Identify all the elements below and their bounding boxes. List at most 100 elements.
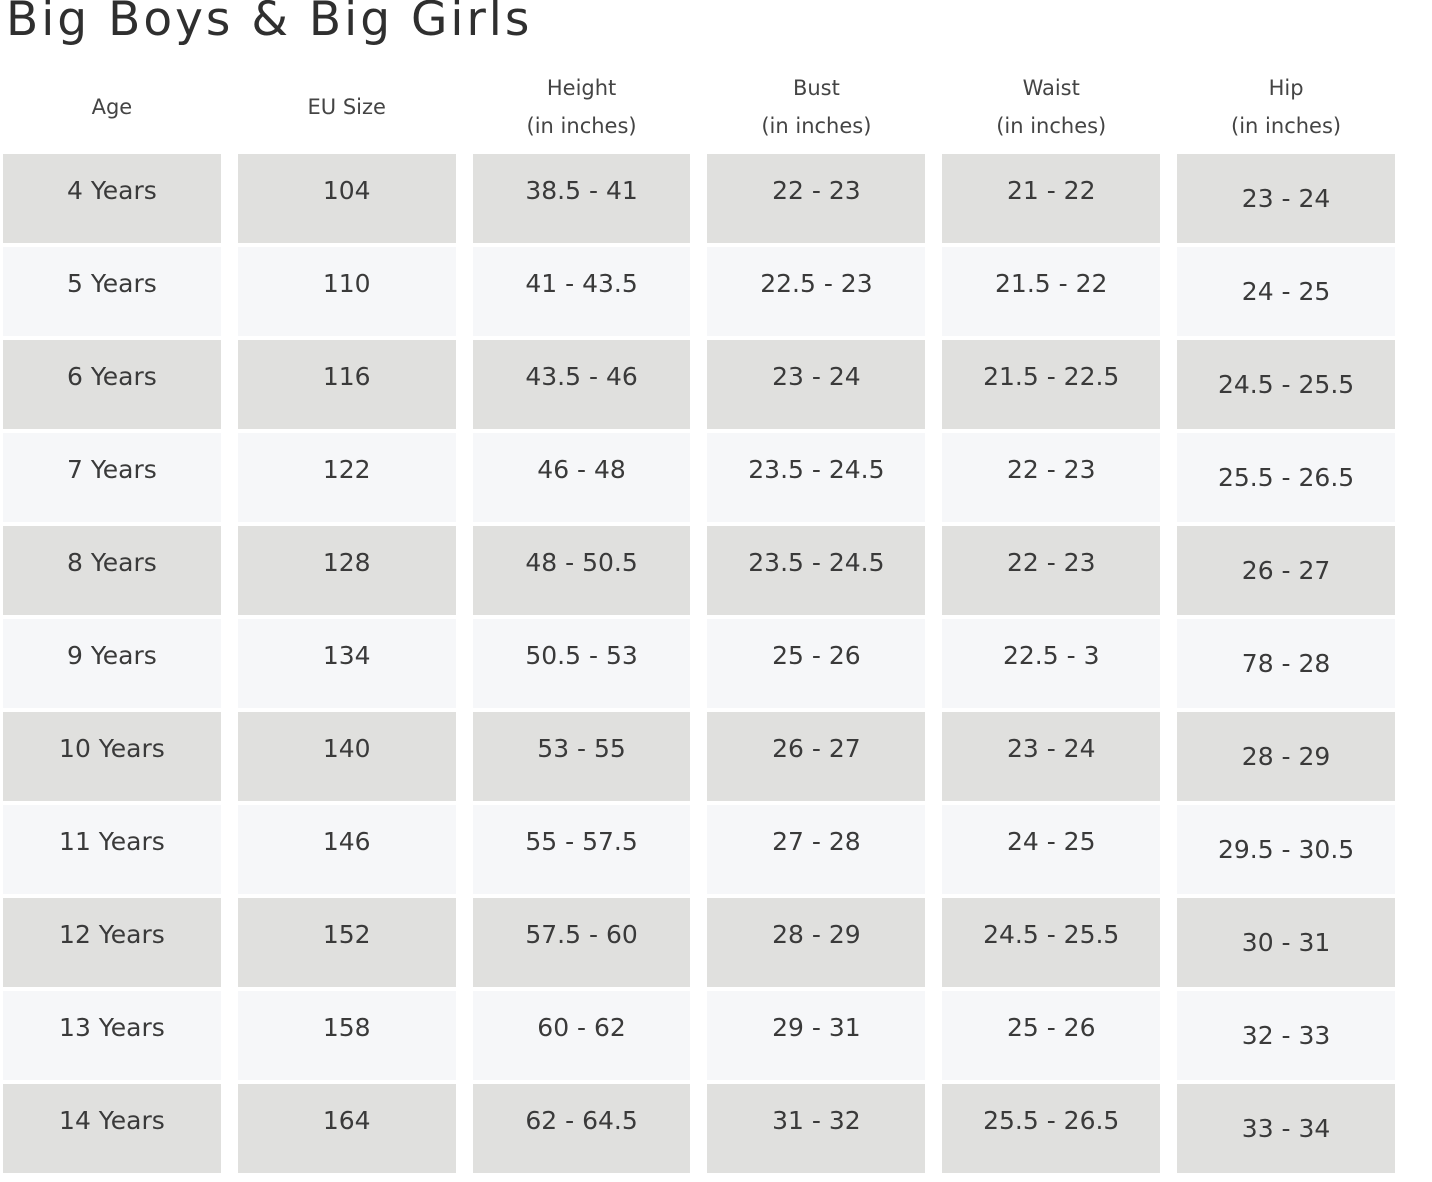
hip-value: 32 - 33 bbox=[1241, 1021, 1331, 1050]
height-value: 55 - 57.5 bbox=[525, 827, 638, 856]
height-cell: 43.5 - 46 bbox=[472, 340, 691, 429]
hip-cell: 23 - 24 bbox=[1177, 154, 1395, 243]
waist-cell: 21.5 - 22.5 bbox=[942, 340, 1161, 429]
waist-value: 22 - 23 bbox=[1006, 548, 1096, 577]
height-cell: 41 - 43.5 bbox=[472, 247, 691, 336]
bust-value: 31 - 32 bbox=[772, 1106, 861, 1135]
age-cell: 14 Years bbox=[3, 1084, 221, 1173]
hip-cell: 28 - 29 bbox=[1177, 712, 1395, 801]
waist-value: 23 - 24 bbox=[1006, 734, 1096, 763]
waist-value: 25.5 - 26.5 bbox=[983, 1106, 1120, 1135]
table-row: 10 Years 140 53 - 55 26 - 27 23 - 24 28 … bbox=[3, 712, 1395, 801]
header-height-label: Height bbox=[546, 76, 617, 100]
bust-value: 28 - 29 bbox=[772, 920, 861, 949]
age-value: 8 Years bbox=[67, 548, 157, 577]
height-cell: 50.5 - 53 bbox=[472, 619, 691, 708]
hip-cell: 24.5 - 25.5 bbox=[1177, 340, 1395, 429]
eu-size-value: 164 bbox=[322, 1106, 371, 1135]
age-value: 14 Years bbox=[59, 1106, 165, 1135]
eu-size-value: 116 bbox=[322, 362, 371, 391]
bust-cell: 29 - 31 bbox=[707, 991, 926, 1080]
eu-size-value: 152 bbox=[322, 920, 371, 949]
height-value: 46 - 48 bbox=[537, 455, 626, 484]
height-cell: 46 - 48 bbox=[472, 433, 691, 522]
waist-cell: 22.5 - 3 bbox=[942, 619, 1161, 708]
hip-cell: 24 - 25 bbox=[1177, 247, 1395, 336]
bust-value: 23.5 - 24.5 bbox=[748, 455, 885, 484]
height-value: 57.5 - 60 bbox=[525, 920, 638, 949]
waist-value: 24.5 - 25.5 bbox=[983, 920, 1120, 949]
height-cell: 38.5 - 41 bbox=[472, 154, 691, 243]
hip-value: 28 - 29 bbox=[1241, 742, 1331, 771]
hip-cell: 25.5 - 26.5 bbox=[1177, 433, 1395, 522]
age-cell: 5 Years bbox=[3, 247, 221, 336]
hip-value: 24 - 25 bbox=[1241, 277, 1331, 306]
height-cell: 57.5 - 60 bbox=[472, 898, 691, 987]
waist-cell: 21.5 - 22 bbox=[942, 247, 1161, 336]
bust-cell: 23.5 - 24.5 bbox=[707, 433, 926, 522]
bust-value: 23 - 24 bbox=[772, 362, 861, 391]
header-hip-label: Hip bbox=[1268, 76, 1304, 100]
hip-value: 26 - 27 bbox=[1241, 556, 1331, 585]
hip-value: 33 - 34 bbox=[1241, 1114, 1331, 1143]
eu-size-cell: 158 bbox=[237, 991, 456, 1080]
age-value: 9 Years bbox=[67, 641, 157, 670]
waist-value: 21.5 - 22.5 bbox=[983, 362, 1120, 391]
eu-size-cell: 128 bbox=[237, 526, 456, 615]
bust-cell: 23 - 24 bbox=[707, 340, 926, 429]
header-bust-unit: (in inches) bbox=[761, 114, 872, 138]
eu-size-cell: 140 bbox=[237, 712, 456, 801]
age-cell: 6 Years bbox=[3, 340, 221, 429]
eu-size-cell: 134 bbox=[237, 619, 456, 708]
height-value: 43.5 - 46 bbox=[525, 362, 638, 391]
size-chart-table: Age EU Size Height (in inches) Bust (in … bbox=[0, 60, 1412, 1177]
waist-cell: 24 - 25 bbox=[942, 805, 1161, 894]
bust-cell: 25 - 26 bbox=[707, 619, 926, 708]
table-header-row: Age EU Size Height (in inches) Bust (in … bbox=[3, 64, 1395, 150]
eu-size-cell: 110 bbox=[237, 247, 456, 336]
bust-cell: 23.5 - 24.5 bbox=[707, 526, 926, 615]
age-value: 5 Years bbox=[67, 269, 157, 298]
hip-cell: 32 - 33 bbox=[1177, 991, 1395, 1080]
age-value: 11 Years bbox=[59, 827, 165, 856]
eu-size-value: 140 bbox=[322, 734, 371, 763]
age-value: 6 Years bbox=[67, 362, 157, 391]
age-cell: 11 Years bbox=[3, 805, 221, 894]
waist-value: 24 - 25 bbox=[1006, 827, 1096, 856]
waist-value: 22 - 23 bbox=[1006, 455, 1096, 484]
waist-value: 22.5 - 3 bbox=[1002, 641, 1100, 670]
waist-cell: 23 - 24 bbox=[942, 712, 1161, 801]
table-row: 6 Years 116 43.5 - 46 23 - 24 21.5 - 22.… bbox=[3, 340, 1395, 429]
height-cell: 53 - 55 bbox=[472, 712, 691, 801]
waist-cell: 24.5 - 25.5 bbox=[942, 898, 1161, 987]
table-row: 4 Years 104 38.5 - 41 22 - 23 21 - 22 23… bbox=[3, 154, 1395, 243]
table-row: 9 Years 134 50.5 - 53 25 - 26 22.5 - 3 7… bbox=[3, 619, 1395, 708]
table-row: 8 Years 128 48 - 50.5 23.5 - 24.5 22 - 2… bbox=[3, 526, 1395, 615]
waist-value: 25 - 26 bbox=[1006, 1013, 1096, 1042]
header-height: Height (in inches) bbox=[473, 64, 691, 150]
bust-value: 29 - 31 bbox=[772, 1013, 861, 1042]
bust-value: 23.5 - 24.5 bbox=[748, 548, 885, 577]
header-height-unit: (in inches) bbox=[526, 114, 637, 138]
waist-cell: 22 - 23 bbox=[942, 526, 1161, 615]
eu-size-cell: 146 bbox=[237, 805, 456, 894]
hip-value: 78 - 28 bbox=[1241, 649, 1331, 678]
age-cell: 10 Years bbox=[3, 712, 221, 801]
header-eu-size-label: EU Size bbox=[307, 95, 386, 119]
hip-value: 29.5 - 30.5 bbox=[1217, 835, 1355, 864]
table-row: 12 Years 152 57.5 - 60 28 - 29 24.5 - 25… bbox=[3, 898, 1395, 987]
header-hip: Hip (in inches) bbox=[1177, 64, 1395, 150]
hip-value: 30 - 31 bbox=[1241, 928, 1331, 957]
eu-size-cell: 122 bbox=[237, 433, 456, 522]
age-cell: 12 Years bbox=[3, 898, 221, 987]
height-value: 48 - 50.5 bbox=[525, 548, 638, 577]
hip-cell: 33 - 34 bbox=[1177, 1084, 1395, 1173]
bust-cell: 26 - 27 bbox=[707, 712, 926, 801]
waist-value: 21 - 22 bbox=[1006, 176, 1096, 205]
header-bust-label: Bust bbox=[792, 76, 840, 100]
height-value: 41 - 43.5 bbox=[525, 269, 638, 298]
age-cell: 4 Years bbox=[3, 154, 221, 243]
height-value: 50.5 - 53 bbox=[525, 641, 638, 670]
height-cell: 55 - 57.5 bbox=[472, 805, 691, 894]
bust-cell: 27 - 28 bbox=[707, 805, 926, 894]
